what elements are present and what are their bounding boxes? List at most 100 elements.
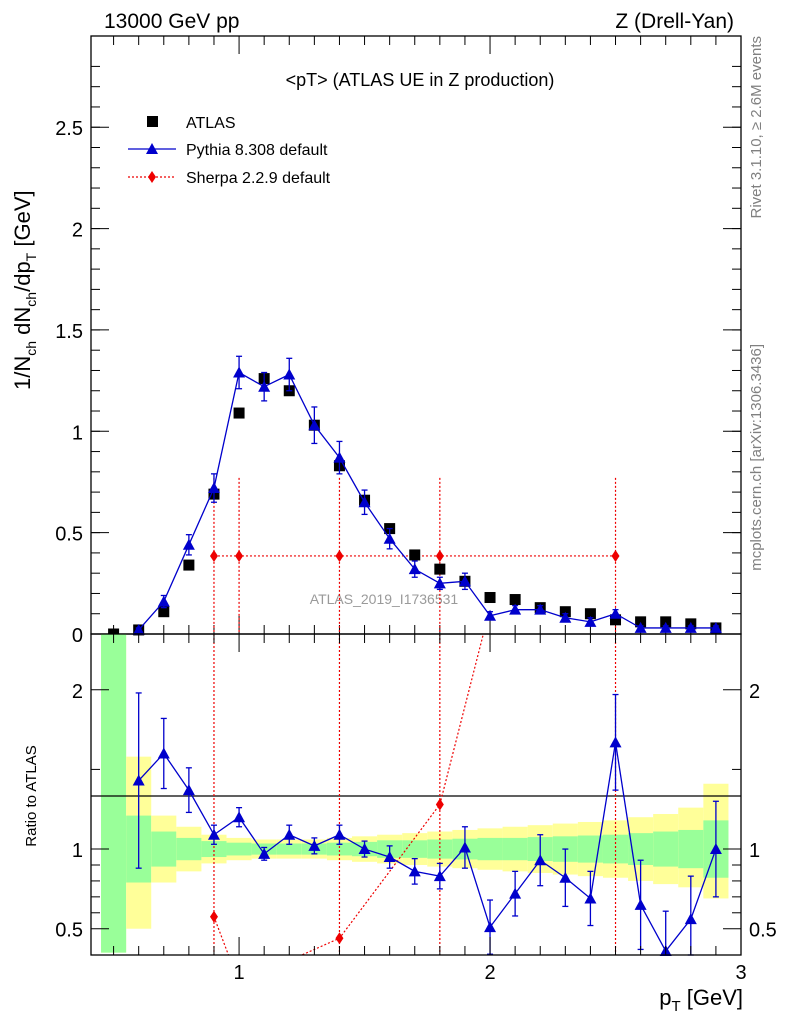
sherpa-series-ratio <box>209 634 617 955</box>
pythia-ratio-point <box>207 828 220 840</box>
atlas-main-point <box>584 608 596 620</box>
main-panel: ATLAS_2019_I1736531 0 0.5 1 1.5 2 2.5 <pT> (A… <box>55 35 742 647</box>
ratio-band-green <box>502 837 528 861</box>
legend-atlas-label: ATLAS <box>186 115 236 132</box>
pythia-main-point <box>659 621 672 633</box>
legend-pythia-marker <box>146 143 158 154</box>
pythia-main-point <box>308 419 321 431</box>
sherpa-main-point <box>611 549 620 562</box>
ratio-band-green <box>402 840 428 858</box>
atlas-main-point <box>409 549 421 561</box>
atlas-main-point <box>434 563 446 575</box>
pythia-ratio-point <box>333 828 346 840</box>
ratio-uncertainty-bands <box>101 634 729 953</box>
pythia-main-point <box>333 451 346 463</box>
pythia-ratio-point <box>358 843 371 855</box>
pythia-ratio-point <box>559 871 572 883</box>
xlabel-sub-t: T <box>671 998 680 1015</box>
atlas-main-point <box>509 594 521 606</box>
ratio-band-green <box>427 839 453 859</box>
pythia-main-point <box>534 603 547 615</box>
ratio-xtick-label: 3 <box>735 962 746 984</box>
main-ytick-label: 2.5 <box>55 118 83 140</box>
pythia-main-point <box>433 577 446 589</box>
atlas-main-point <box>484 592 496 604</box>
main-y-axis-label: 1/Nch dNch/dpT [GeV] <box>10 190 39 390</box>
pythia-ratio-point <box>634 898 647 910</box>
pythia-main-point <box>634 621 647 633</box>
sherpa-main-point <box>435 549 444 562</box>
pythia-main-point <box>182 538 195 550</box>
pythia-series-main <box>132 355 722 635</box>
xlabel-unit: [GeV] <box>681 985 743 1010</box>
xlabel-p: p <box>659 985 671 1010</box>
atlas-main-point <box>610 614 622 626</box>
ratio-ytick-label-left: 0.5 <box>55 920 83 942</box>
ratio-frame <box>90 633 742 956</box>
atlas-main-point <box>660 616 672 628</box>
pythia-main-point <box>484 609 497 621</box>
pythia-ratio-point <box>157 747 170 759</box>
legend: ATLAS Pythia 8.308 default Sherpa 2.2.9 … <box>128 115 331 187</box>
header-collision-label: 13000 GeV pp <box>104 10 239 33</box>
pythia-main-point <box>458 575 471 587</box>
ratio-band-green <box>577 835 603 863</box>
sherpa-ratio-point <box>435 798 444 811</box>
main-ytick-label: 2 <box>72 220 83 242</box>
ylabel-part-unit: [GeV] <box>10 190 35 252</box>
sherpa-main-point <box>209 549 218 562</box>
pythia-main-point <box>684 621 697 633</box>
pythia-ratio-point <box>258 847 271 859</box>
pythia-ratio-point <box>584 892 597 904</box>
sherpa-ratio-point <box>209 910 218 923</box>
pythia-ratio-point <box>233 811 246 823</box>
pythia-main-point <box>584 615 597 627</box>
sherpa-ratio-point <box>335 932 344 945</box>
main-ytick-label: 1 <box>72 422 83 444</box>
ratio-band-green <box>276 843 302 855</box>
ylabel-part-dn: dN <box>10 307 35 341</box>
pythia-main-point <box>132 623 145 635</box>
pythia-main-point <box>358 496 371 508</box>
ratio-axis-ticks <box>91 634 742 955</box>
rivet-version-label: Rivet 3.1.10, ≥ 2.6M events <box>748 36 765 219</box>
pythia-main-point <box>233 366 246 378</box>
atlas-main-point <box>635 616 647 628</box>
pythia-main-point <box>157 595 170 607</box>
sherpa-main-point <box>335 549 344 562</box>
atlas-main-point <box>158 606 170 618</box>
ratio-ytick-label-right: 0.5 <box>749 920 777 942</box>
pythia-ratio-point <box>308 839 321 851</box>
pythia-ratio-point <box>684 913 697 925</box>
pythia-ratio-point <box>609 736 622 748</box>
pythia-main-point <box>709 621 722 633</box>
pythia-main-point <box>609 607 622 619</box>
analysis-watermark: ATLAS_2019_I1736531 <box>310 591 459 607</box>
ylabel-part-dp: /dp <box>10 261 35 292</box>
atlas-main-point <box>183 559 195 571</box>
ratio-xtick-label: 1 <box>234 962 245 984</box>
atlas-main-point <box>233 407 245 419</box>
title-pt: <pT> (ATLAS UE in Z production) <box>286 70 555 90</box>
pythia-ratio-point <box>132 774 145 786</box>
pythia-ratio-point <box>283 828 296 840</box>
ratio-x-tick-labels: 1 2 3 <box>234 962 747 984</box>
ratio-ytick-label-right: 2 <box>749 681 760 703</box>
pythia-ratio-point <box>383 851 396 863</box>
legend-atlas-marker <box>147 116 158 127</box>
x-axis-label: pT [GeV] <box>659 985 743 1015</box>
pythia-main-point <box>509 603 522 615</box>
ylabel-part-t: T <box>23 252 39 261</box>
ylabel-part-ch2: ch <box>23 292 39 307</box>
pythia-main-point <box>283 368 296 380</box>
ratio-y-tick-labels: 0.5 0.5 1 1 2 2 <box>55 681 777 942</box>
header-process-label: Z (Drell-Yan) <box>615 10 734 33</box>
pythia-main-point <box>408 563 421 575</box>
legend-sherpa-marker <box>148 171 156 183</box>
pythia-main-point <box>559 611 572 623</box>
pythia-ratio-point <box>709 843 722 855</box>
ylabel-part-1: 1/N <box>10 356 35 390</box>
pythia-ratio-point <box>408 865 421 877</box>
legend-sherpa-label: Sherpa 2.2.9 default <box>186 170 331 187</box>
